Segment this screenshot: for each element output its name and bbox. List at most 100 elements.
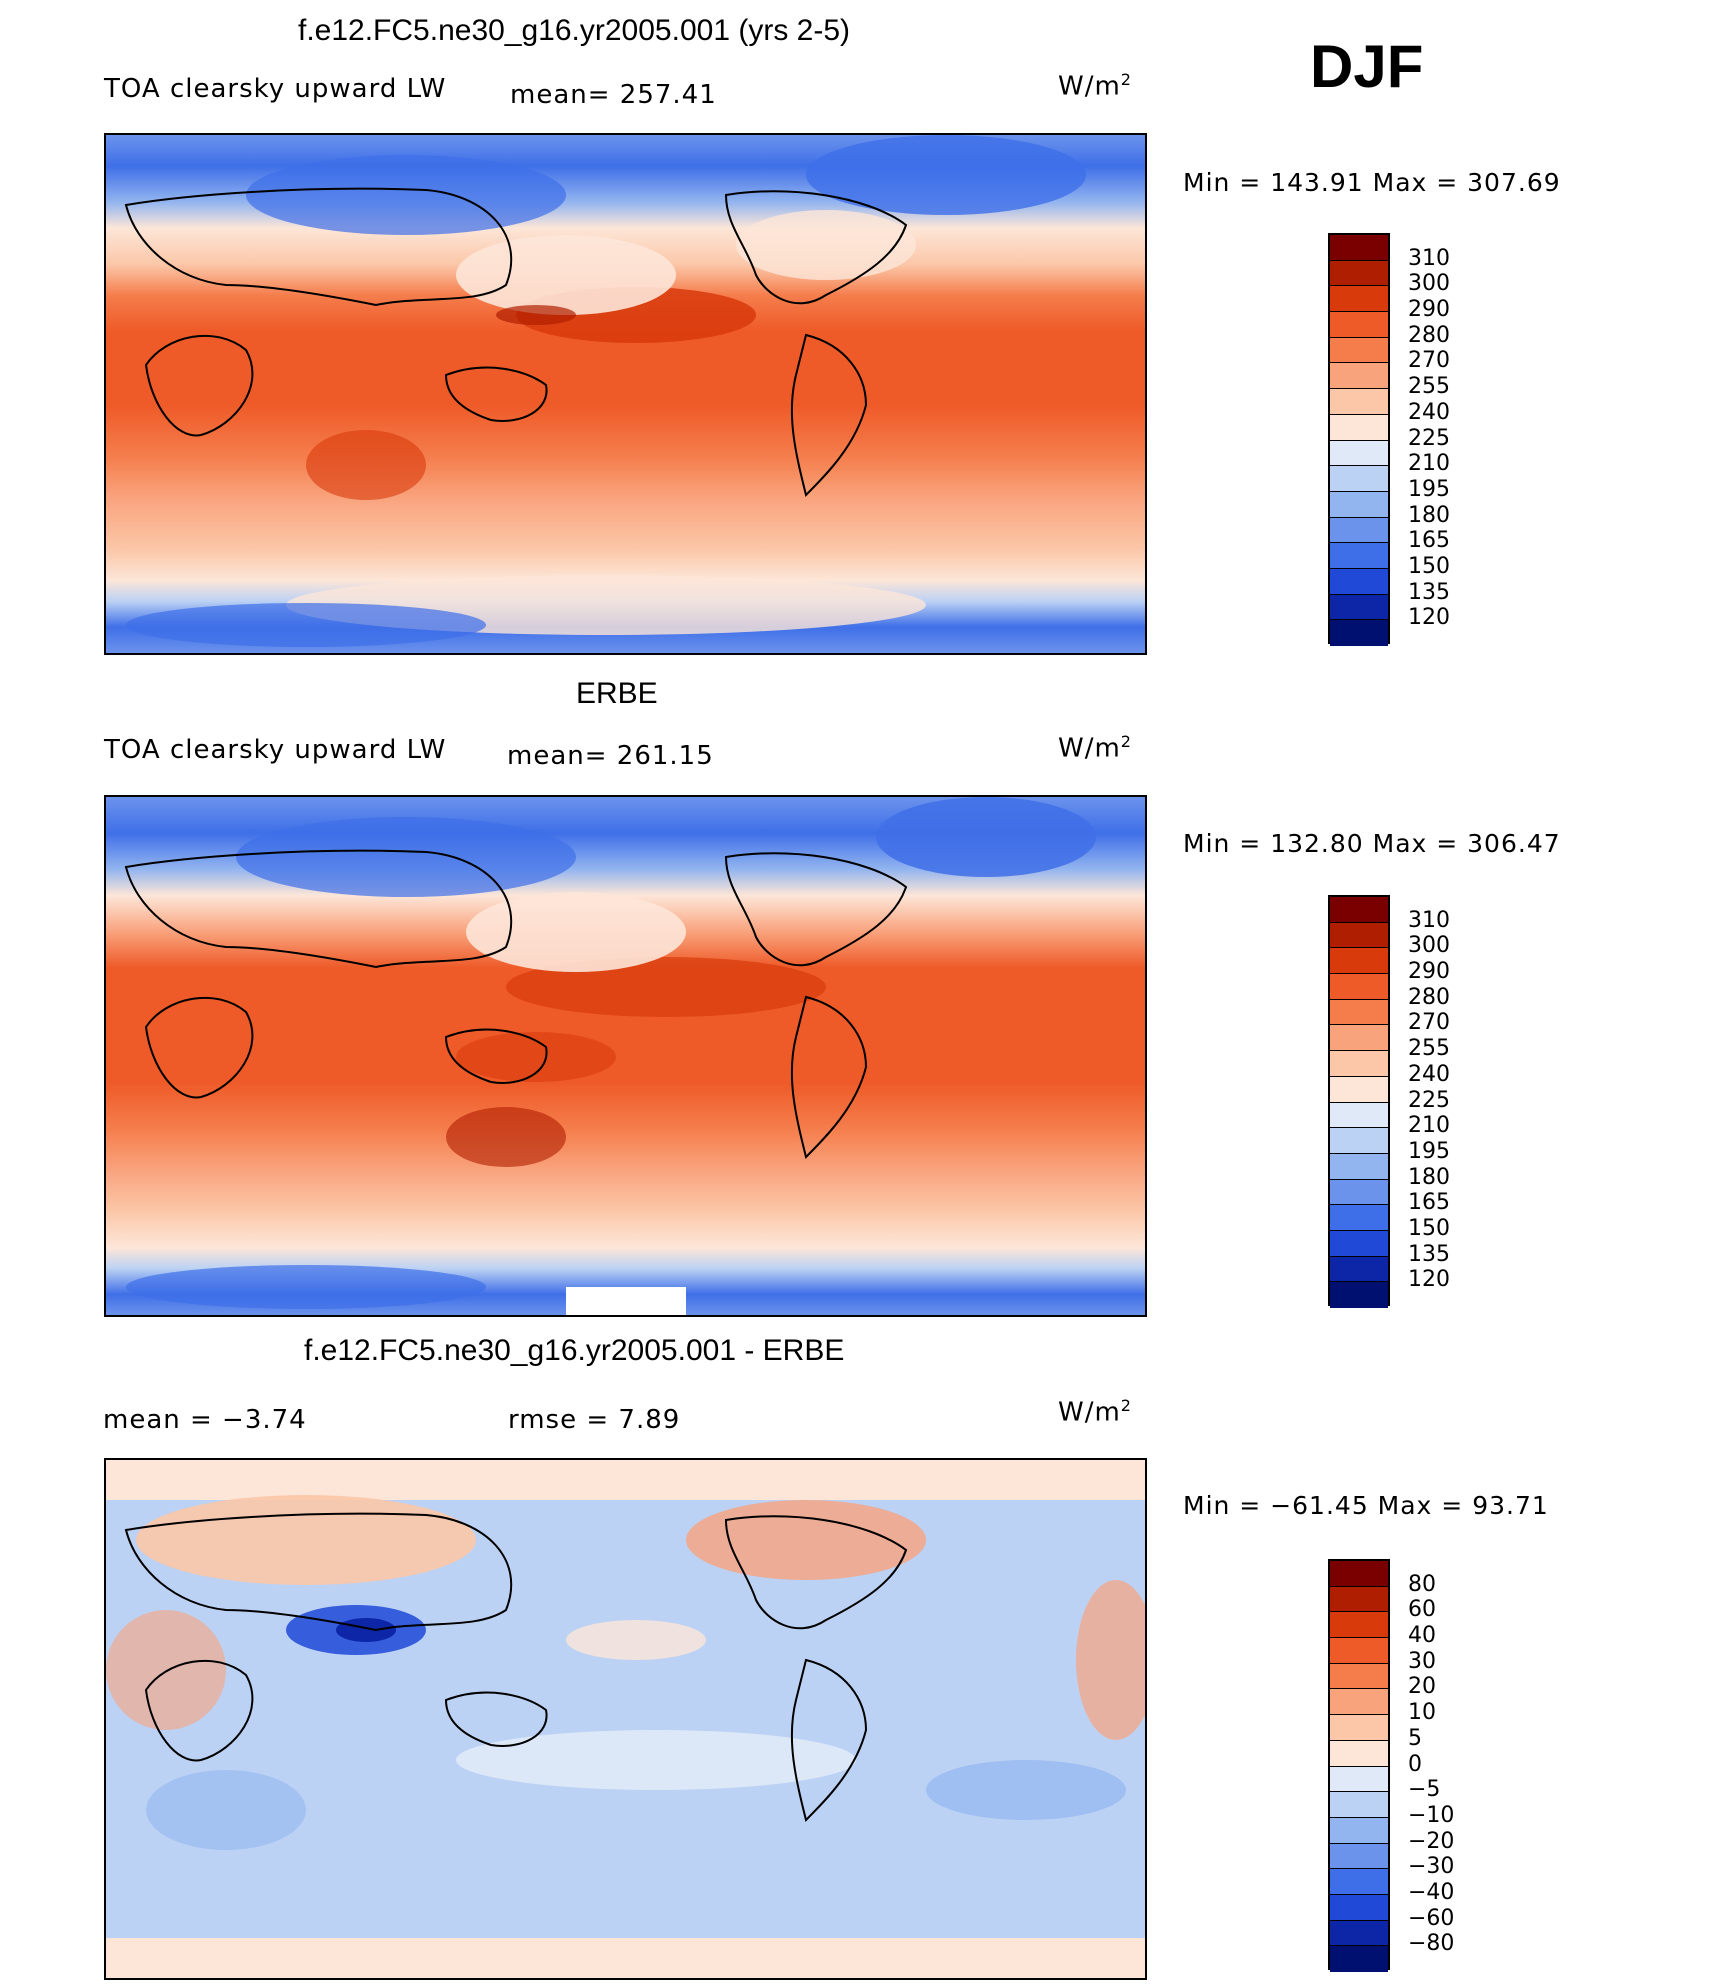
panel1-colorbar-swatch [1330, 517, 1388, 544]
panel2-colorbar-tick-label: 195 [1408, 1138, 1450, 1164]
panel1-colorbar-tick-label: 165 [1408, 528, 1450, 554]
panel1-map-svg [106, 135, 1145, 653]
panel2-colorbar-swatch [1330, 897, 1388, 923]
panel2-colorbar-swatch [1330, 1076, 1388, 1103]
panel1-colorbar-swatch [1330, 389, 1388, 415]
panel1-colorbar-swatch [1330, 543, 1388, 569]
panel3-map-svg [106, 1460, 1145, 1978]
panel1-colorbar-tick-label: 310 [1408, 245, 1450, 271]
panel2-colorbar-tick-label: 300 [1408, 933, 1450, 959]
panel3-colorbar-swatch [1330, 1894, 1388, 1921]
panel1-colorbar-tick-label: 270 [1408, 348, 1450, 374]
panel3-rmse: rmse = 7.89 [508, 1405, 681, 1435]
panel1-map [104, 133, 1147, 655]
panel2-colorbar-swatch [1330, 1102, 1388, 1129]
panel1-colorbar-tick-label: 300 [1408, 271, 1450, 297]
units-label: W/m [1058, 733, 1121, 764]
units-label: W/m [1058, 1397, 1121, 1428]
panel1-colorbar-tick-label: 240 [1408, 399, 1450, 425]
panel2-colorbar-tick-label: 240 [1408, 1061, 1450, 1087]
panel3-colorbar-tick-label: −30 [1408, 1854, 1455, 1880]
panel2-colorbar-swatch [1330, 1025, 1388, 1052]
panel3-colorbar-swatch [1330, 1663, 1388, 1690]
panel2-colorbar-swatch [1330, 1153, 1388, 1180]
panel1-colorbar-swatch [1330, 491, 1388, 518]
panel3-colorbar-swatch [1330, 1817, 1388, 1844]
units-sup: 2 [1120, 732, 1132, 751]
panel1-colorbar [1328, 233, 1390, 646]
panel3-colorbar-tick-label: 80 [1408, 1571, 1436, 1597]
panel1-colorbar-swatch [1330, 312, 1388, 338]
panel1-mean: mean= 257.41 [510, 80, 717, 110]
panel2-colorbar-tick-label: 270 [1408, 1010, 1450, 1036]
panel3-colorbar-swatch [1330, 1612, 1388, 1639]
panel1-title: f.e12.FC5.ne30_g16.yr2005.001 (yrs 2-5) [298, 14, 850, 47]
panel2-colorbar-swatch [1330, 1230, 1388, 1257]
panel2-colorbar-swatch [1330, 1205, 1388, 1231]
panel1-colorbar-swatch [1330, 440, 1388, 467]
panel1-colorbar-tick-label: 280 [1408, 322, 1450, 348]
panel1-colorbar-tick-label: 180 [1408, 502, 1450, 528]
panel2-colorbar-tick-label: 165 [1408, 1190, 1450, 1216]
panel1-colorbar-tick-label: 120 [1408, 605, 1450, 631]
panel1-colorbar-swatch [1330, 363, 1388, 390]
panel3-colorbar-tick-label: −5 [1408, 1777, 1441, 1803]
panel3-colorbar-swatch [1330, 1638, 1388, 1664]
panel3-colorbar-swatch [1330, 1561, 1388, 1587]
panel2-colorbar-swatch [1330, 922, 1388, 949]
panel1-minmax: Min = 143.91 Max = 307.69 [1183, 168, 1561, 197]
panel2-colorbar-swatch [1330, 1256, 1388, 1283]
panel3-colorbar-swatch [1330, 1586, 1388, 1613]
panel2-variable: TOA clearsky upward LW [104, 735, 447, 765]
panel3-map [104, 1458, 1147, 1980]
panel3-colorbar-tick-label: −80 [1408, 1931, 1455, 1957]
panel2-title: ERBE [576, 677, 658, 710]
panel1-colorbar-tick-label: 225 [1408, 425, 1450, 451]
panel2-map [104, 795, 1147, 1317]
panel1-colorbar-swatch [1330, 235, 1388, 261]
panel2-colorbar-tick-label: 120 [1408, 1267, 1450, 1293]
panel3-colorbar-swatch [1330, 1715, 1388, 1741]
units-sup: 2 [1120, 1396, 1132, 1415]
panel3-colorbar [1328, 1559, 1390, 1972]
panel1-colorbar-swatch [1330, 568, 1388, 595]
panel2-colorbar-swatch [1330, 1128, 1388, 1154]
panel1-colorbar-tick-label: 135 [1408, 579, 1450, 605]
panel2-mean: mean= 261.15 [507, 741, 714, 771]
panel2-colorbar-tick-label: 135 [1408, 1241, 1450, 1267]
panel1-colorbar-tick-label: 150 [1408, 553, 1450, 579]
panel1-colorbar-swatch [1330, 414, 1388, 441]
panel2-units: W/m2 [1058, 732, 1132, 764]
panel3-colorbar-tick-label: −40 [1408, 1879, 1455, 1905]
panel1-colorbar-tick-label: 255 [1408, 374, 1450, 400]
panel2-colorbar-swatch [1330, 1282, 1388, 1308]
panel2-minmax: Min = 132.80 Max = 306.47 [1183, 829, 1561, 858]
panel1-colorbar-swatch [1330, 337, 1388, 364]
panel3-colorbar-tick-label: −20 [1408, 1828, 1455, 1854]
panel3-colorbar-swatch [1330, 1689, 1388, 1716]
panel2-colorbar-swatch [1330, 948, 1388, 975]
panel2-colorbar-swatch [1330, 999, 1388, 1026]
panel1-colorbar-swatch [1330, 260, 1388, 287]
panel3-colorbar-swatch [1330, 1792, 1388, 1818]
panel3-minmax: Min = −61.45 Max = 93.71 [1183, 1491, 1549, 1520]
panel2-colorbar-swatch [1330, 1179, 1388, 1206]
panel3-colorbar-tick-label: −60 [1408, 1905, 1455, 1931]
panel3-colorbar-tick-label: 0 [1408, 1751, 1422, 1777]
panel2-colorbar-swatch [1330, 1051, 1388, 1077]
panel3-colorbar-swatch [1330, 1946, 1388, 1972]
season-label: DJF [1310, 33, 1424, 100]
panel3-colorbar-swatch [1330, 1766, 1388, 1793]
panel3-colorbar-tick-label: 10 [1408, 1700, 1436, 1726]
panel1-colorbar-swatch [1330, 466, 1388, 492]
panel1-variable: TOA clearsky upward LW [104, 74, 447, 104]
panel3-colorbar-swatch [1330, 1843, 1388, 1870]
panel3-colorbar-swatch [1330, 1869, 1388, 1895]
panel1-colorbar-swatch [1330, 286, 1388, 313]
panel3-colorbar-tick-label: 30 [1408, 1648, 1436, 1674]
panel2-colorbar-tick-label: 210 [1408, 1113, 1450, 1139]
panel3-colorbar-tick-label: 60 [1408, 1597, 1436, 1623]
panel1-colorbar-tick-label: 290 [1408, 297, 1450, 323]
panel3-colorbar-swatch [1330, 1740, 1388, 1767]
panel2-map-svg [106, 797, 1145, 1315]
